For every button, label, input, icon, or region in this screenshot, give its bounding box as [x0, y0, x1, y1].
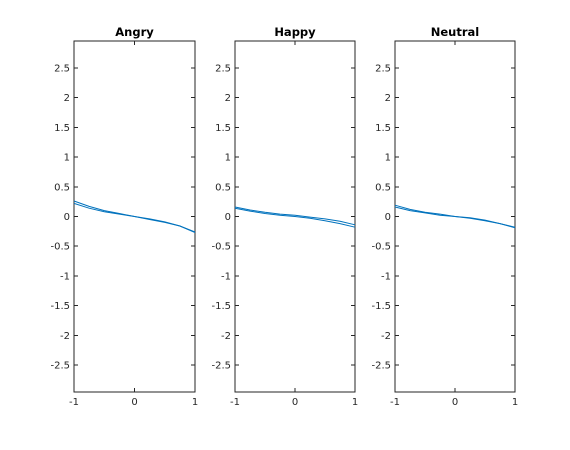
- subplot-neutral: Neutral 2.5 2 1.5 1 0.5 0 -0.5 -1 -1.5 -2 -2.5 -1 0 1: [371, 25, 518, 408]
- y-tick-label: 2.5: [54, 63, 70, 74]
- y-tick-label: 0.5: [375, 182, 391, 193]
- chart-title-angry: Angry: [115, 25, 154, 39]
- y-tick-label: 1: [225, 153, 231, 164]
- y-tick-label: -2: [60, 331, 70, 342]
- y-tick-label: 1.5: [215, 123, 231, 134]
- x-tick-label: 0: [292, 397, 298, 408]
- y-tick-label: -2: [381, 331, 391, 342]
- y-tick-label: -0.5: [371, 242, 391, 253]
- x-tick-label: -1: [390, 397, 400, 408]
- series-line-neutral-2: [394, 206, 516, 229]
- y-tick-label: 2.5: [375, 63, 391, 74]
- y-tick-label: -1: [60, 271, 70, 282]
- y-tick-label: 1: [385, 153, 391, 164]
- y-tick-label: -2.5: [371, 361, 391, 372]
- x-tick-label: -1: [69, 397, 79, 408]
- y-tick-label: 1.5: [375, 123, 391, 134]
- series-line-happy-2: [234, 207, 356, 228]
- y-tick-label: 2: [64, 93, 70, 104]
- y-tick-label: 2: [385, 93, 391, 104]
- y-tick-label: -0.5: [211, 242, 231, 253]
- y-tick-label: -0.5: [50, 242, 70, 253]
- y-tick-label: 0: [385, 212, 391, 223]
- chart-title-neutral: Neutral: [431, 25, 479, 39]
- chart-title-happy: Happy: [274, 25, 316, 39]
- y-tick-label: 0: [225, 212, 231, 223]
- x-tick-label: -1: [230, 397, 240, 408]
- y-tick-label: -1: [221, 271, 231, 282]
- y-tick-label: -2.5: [211, 361, 231, 372]
- y-tick-label: -1.5: [211, 301, 231, 312]
- y-tick-label: -2.5: [50, 361, 70, 372]
- y-tick-label: 0.5: [215, 182, 231, 193]
- x-tick-label: 0: [452, 397, 458, 408]
- y-tick-label: 2.5: [215, 63, 231, 74]
- y-tick-label: 0.5: [54, 182, 70, 193]
- y-tick-label: -1: [381, 271, 391, 282]
- series-line-happy-1: [234, 206, 356, 226]
- x-tick-label: 1: [512, 397, 518, 408]
- x-tick-label: 1: [352, 397, 358, 408]
- y-tick-label: -2: [221, 331, 231, 342]
- y-tick-label: -1.5: [371, 301, 391, 312]
- subplot-angry: Angry 2.5 2 1.5 1 0.5 0 -0.5 -1 -1.5 -2 -2.5 -1 0 1: [50, 25, 198, 408]
- y-tick-label: 0: [64, 212, 70, 223]
- y-tick-label: 2: [225, 93, 231, 104]
- x-tick-label: 0: [131, 397, 137, 408]
- y-tick-label: -1.5: [50, 301, 70, 312]
- series-line-angry-2: [73, 202, 196, 234]
- x-tick-label: 1: [192, 397, 198, 408]
- y-tick-label: 1.5: [54, 123, 70, 134]
- y-tick-label: 1: [64, 153, 70, 164]
- subplot-happy: Happy 2.5 2 1.5 1 0.5 0 -0.5 -1 -1.5 -2 -2.5 -1 0 1: [211, 25, 358, 408]
